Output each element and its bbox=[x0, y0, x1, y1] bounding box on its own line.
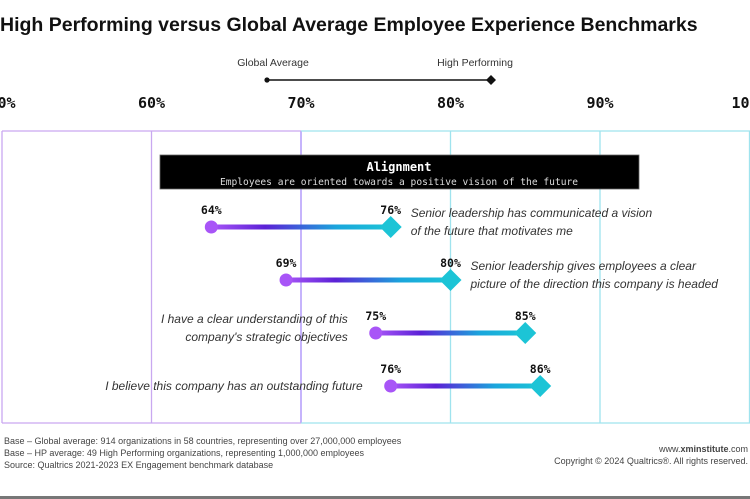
section-subtitle: Employees are oriented towards a positiv… bbox=[220, 177, 578, 188]
row-label: Senior leadership has communicated a vis… bbox=[411, 206, 653, 220]
global-average-marker bbox=[384, 379, 398, 393]
chart-title: High Performing versus Global Average Em… bbox=[0, 14, 698, 36]
hp-value-label: 80% bbox=[440, 256, 461, 270]
x-tick-label: 60% bbox=[138, 94, 165, 112]
hp-value-label: 85% bbox=[515, 309, 536, 323]
bottom-border bbox=[0, 496, 750, 499]
row-label: of the future that motivates me bbox=[411, 224, 573, 238]
dumbbell-bar bbox=[286, 277, 451, 283]
dumbbell-bar bbox=[390, 383, 541, 389]
footer-copyright: Copyright © 2024 Qualtrics®. All rights … bbox=[554, 456, 748, 466]
dumbbell-bar bbox=[211, 224, 391, 230]
dumbbell-bar bbox=[375, 330, 526, 336]
footer-source: Source: Qualtrics 2021-2023 EX Engagemen… bbox=[4, 460, 274, 470]
legend-hp-marker bbox=[486, 75, 496, 85]
dumbbell-row: 64% 76% Senior leadership has communicated… bbox=[201, 203, 653, 238]
footer-url[interactable]: www.xminstitute.com bbox=[658, 444, 748, 454]
dumbbell-row: 69% 80% Senior leadership gives employees … bbox=[276, 256, 719, 291]
footer-credit: www.xminstitute.com Copyright © 2024 Qua… bbox=[554, 443, 748, 467]
high-performing-marker bbox=[529, 375, 552, 397]
global-value-label: 69% bbox=[276, 256, 297, 270]
section-title: Alignment bbox=[366, 160, 431, 174]
global-value-label: 76% bbox=[380, 362, 401, 376]
dumbbell-row: 76% 86% I believe this company has an outs… bbox=[105, 362, 552, 397]
x-tick-label: 80% bbox=[437, 94, 464, 112]
legend-global-marker bbox=[264, 77, 270, 83]
x-tick-label: 100% bbox=[731, 94, 750, 112]
section-header-box bbox=[159, 154, 640, 190]
dumbbell-row: 75% 85% I have a clear understanding of th… bbox=[161, 309, 537, 344]
high-performing-marker bbox=[514, 322, 537, 344]
row-label: picture of the direction this company is… bbox=[470, 277, 719, 291]
x-tick-label: 50% bbox=[0, 94, 16, 112]
global-average-marker bbox=[279, 273, 293, 287]
hp-value-label: 76% bbox=[380, 203, 401, 217]
legend-global-label: Global Average bbox=[237, 57, 309, 69]
high-performing-marker bbox=[379, 216, 402, 238]
row-label: I have a clear understanding of this bbox=[161, 312, 348, 326]
x-tick-label: 90% bbox=[586, 94, 613, 112]
legend-hp-label: High Performing bbox=[437, 57, 513, 69]
global-average-marker bbox=[204, 220, 218, 234]
x-tick-label: 70% bbox=[287, 94, 314, 112]
global-value-label: 75% bbox=[365, 309, 386, 323]
footer-base-global: Base – Global average: 914 organizations… bbox=[4, 436, 402, 446]
global-value-label: 64% bbox=[201, 203, 222, 217]
global-average-marker bbox=[369, 326, 383, 340]
hp-value-label: 86% bbox=[530, 362, 551, 376]
footer-base-hp: Base – HP average: 49 High Performing or… bbox=[4, 448, 365, 458]
row-label: Senior leadership gives employees a clea… bbox=[471, 259, 697, 273]
row-label: I believe this company has an outstandin… bbox=[105, 379, 363, 393]
footer-notes: Base – Global average: 914 organizations… bbox=[4, 435, 401, 471]
row-label: company's strategic objectives bbox=[185, 330, 347, 344]
high-performing-marker bbox=[439, 269, 462, 291]
